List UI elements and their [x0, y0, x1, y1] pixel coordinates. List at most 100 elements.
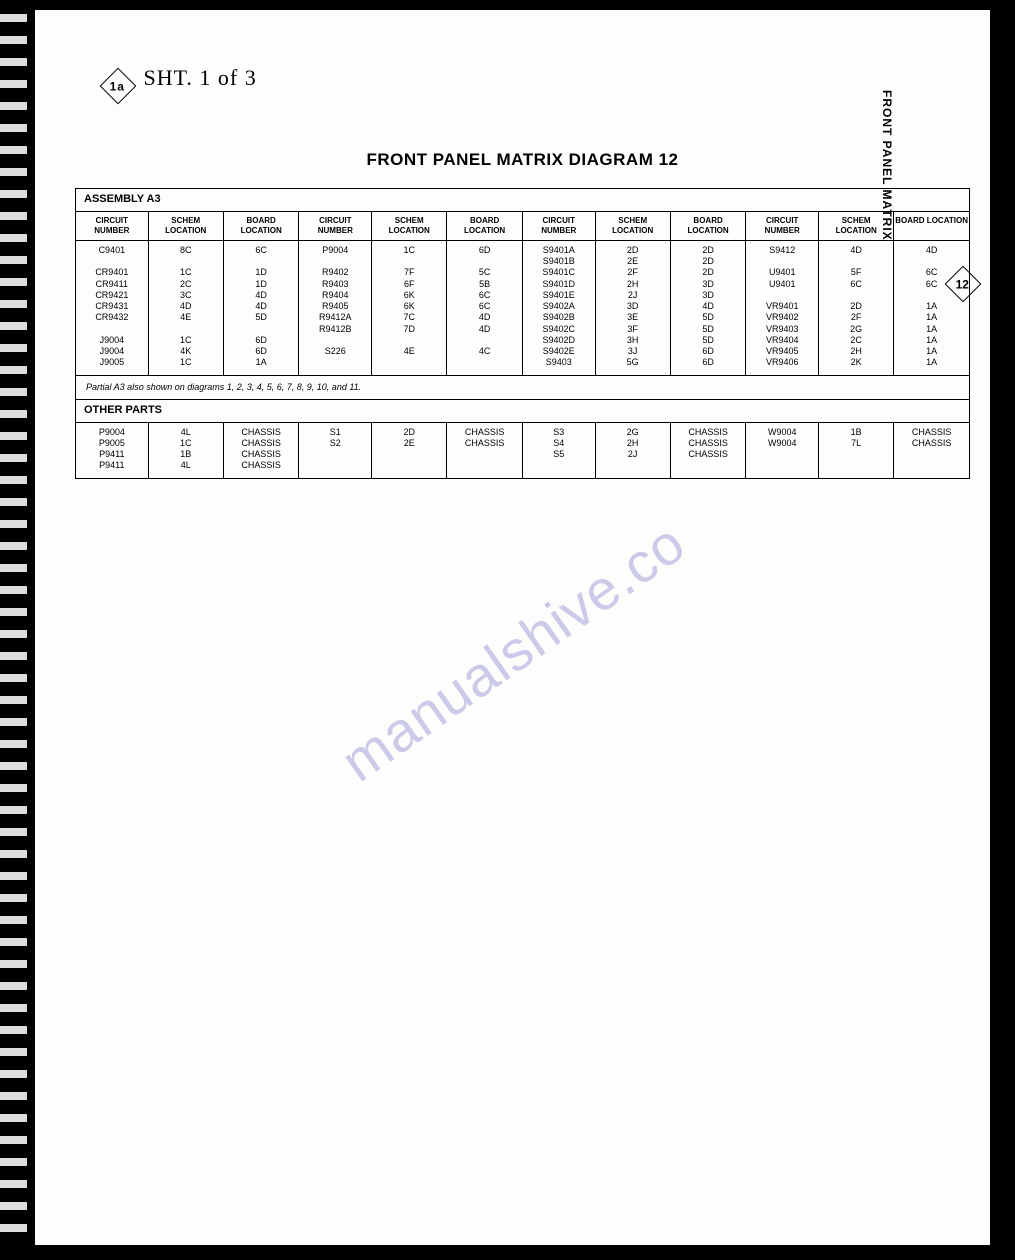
- column-headers: CIRCUIT NUMBER SCHEM LOCATION BOARD LOCA…: [76, 211, 970, 240]
- value: VR9404: [747, 335, 817, 346]
- value: 5G: [597, 357, 669, 368]
- value: [225, 324, 298, 335]
- value: 4D: [448, 312, 521, 323]
- scan-edge-right: [990, 0, 1015, 1260]
- value: S4: [524, 438, 594, 449]
- col-board: BOARD LOCATION: [447, 211, 523, 240]
- value: S9402E: [524, 346, 594, 357]
- value: 7D: [373, 324, 445, 335]
- value: 3D: [672, 279, 745, 290]
- col-circuit: CIRCUIT NUMBER: [299, 211, 372, 240]
- value: P9005: [77, 438, 147, 449]
- col-circuit: CIRCUIT NUMBER: [746, 211, 819, 240]
- assembly-row: C9401 CR9401CR9411CR9421CR9431CR9432 J90…: [76, 240, 970, 375]
- value: [300, 335, 370, 346]
- value: J9005: [77, 357, 147, 368]
- value: 1C: [373, 245, 445, 256]
- value: 2D: [672, 267, 745, 278]
- value: CHASSIS: [225, 449, 298, 460]
- value: S9403: [524, 357, 594, 368]
- cell: 2D2D2D3D3D4D5D5D5D6D6D: [672, 245, 745, 369]
- value: 4C: [448, 346, 521, 357]
- value: 2H: [820, 346, 892, 357]
- value: 1A: [895, 324, 968, 335]
- value: 6C: [225, 245, 298, 256]
- value: P9004: [77, 427, 147, 438]
- value: 2H: [597, 279, 669, 290]
- value: 3D: [597, 301, 669, 312]
- value: 2E: [373, 438, 445, 449]
- cell: S1S2: [300, 427, 370, 450]
- value: P9411: [77, 449, 147, 460]
- value: R9405: [300, 301, 370, 312]
- value: S9402C: [524, 324, 594, 335]
- value: 2J: [597, 449, 669, 460]
- value: S9401D: [524, 279, 594, 290]
- other-header: OTHER PARTS: [76, 399, 970, 422]
- value: 6C: [448, 290, 521, 301]
- value: 4D: [150, 301, 222, 312]
- cell: S9401AS9401BS9401CS9401DS9401ES9402AS940…: [524, 245, 594, 369]
- value: 7L: [820, 438, 892, 449]
- value: 1A: [895, 357, 968, 368]
- value: R9412B: [300, 324, 370, 335]
- value: 1C: [150, 357, 222, 368]
- col-board: BOARD LOCATION: [894, 211, 970, 240]
- value: R9404: [300, 290, 370, 301]
- value: CR9431: [77, 301, 147, 312]
- value: S9412: [747, 245, 817, 256]
- value: [300, 256, 370, 267]
- value: R9402: [300, 267, 370, 278]
- value: 6D: [672, 357, 745, 368]
- value: 2H: [597, 438, 669, 449]
- value: 4E: [373, 346, 445, 357]
- value: 5D: [672, 335, 745, 346]
- value: 2C: [150, 279, 222, 290]
- value: 4D: [895, 245, 968, 256]
- value: 5C: [448, 267, 521, 278]
- side-badge: 12: [950, 265, 982, 291]
- value: S3: [524, 427, 594, 438]
- cell: CHASSISCHASSISCHASSIS: [672, 427, 745, 461]
- value: S2: [300, 438, 370, 449]
- diamond-icon: 12: [945, 266, 982, 303]
- value: [150, 324, 222, 335]
- value: J9004: [77, 346, 147, 357]
- value: CHASSIS: [895, 438, 968, 449]
- value: S9402B: [524, 312, 594, 323]
- cell: S9412 U9401U9401 VR9401VR9402VR9403VR940…: [747, 245, 817, 369]
- value: S9401B: [524, 256, 594, 267]
- scan-edge-left: [0, 0, 35, 1260]
- value: S9401E: [524, 290, 594, 301]
- value: R9412A: [300, 312, 370, 323]
- value: 4L: [150, 427, 222, 438]
- value: S1: [300, 427, 370, 438]
- value: 2C: [820, 335, 892, 346]
- value: C9401: [77, 245, 147, 256]
- side-title: FRONT PANEL MATRIX: [880, 90, 894, 241]
- value: CHASSIS: [448, 438, 521, 449]
- col-circuit: CIRCUIT NUMBER: [76, 211, 149, 240]
- cell: 4D 6C6C 1A1A1A1A1A1A: [895, 245, 968, 369]
- cell: W9004W9004: [747, 427, 817, 450]
- value: 1C: [150, 335, 222, 346]
- value: CHASSIS: [448, 427, 521, 438]
- value: CHASSIS: [672, 449, 745, 460]
- value: VR9405: [747, 346, 817, 357]
- value: VR9403: [747, 324, 817, 335]
- value: 5F: [820, 267, 892, 278]
- value: 2G: [597, 427, 669, 438]
- cell: 1B7L: [820, 427, 892, 450]
- value: 5D: [672, 324, 745, 335]
- col-schem: SCHEM LOCATION: [148, 211, 223, 240]
- cell: 2D2E: [373, 427, 445, 450]
- value: CHASSIS: [895, 427, 968, 438]
- value: 6K: [373, 290, 445, 301]
- value: 5B: [448, 279, 521, 290]
- value: CHASSIS: [225, 427, 298, 438]
- diamond-label: 1a: [105, 74, 129, 100]
- value: 2F: [820, 312, 892, 323]
- cell: 8C 1C2C3C4D4E 1C4K1C: [150, 245, 222, 369]
- value: 3D: [672, 290, 745, 301]
- value: VR9401: [747, 301, 817, 312]
